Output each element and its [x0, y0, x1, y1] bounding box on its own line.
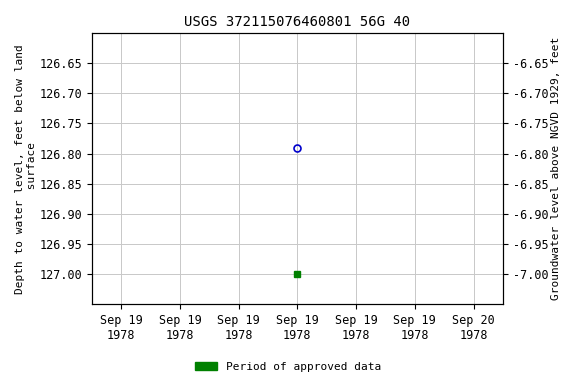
Y-axis label: Groundwater level above NGVD 1929, feet: Groundwater level above NGVD 1929, feet: [551, 37, 561, 300]
Legend: Period of approved data: Period of approved data: [191, 358, 385, 377]
Y-axis label: Depth to water level, feet below land
 surface: Depth to water level, feet below land su…: [15, 44, 37, 293]
Title: USGS 372115076460801 56G 40: USGS 372115076460801 56G 40: [184, 15, 411, 29]
